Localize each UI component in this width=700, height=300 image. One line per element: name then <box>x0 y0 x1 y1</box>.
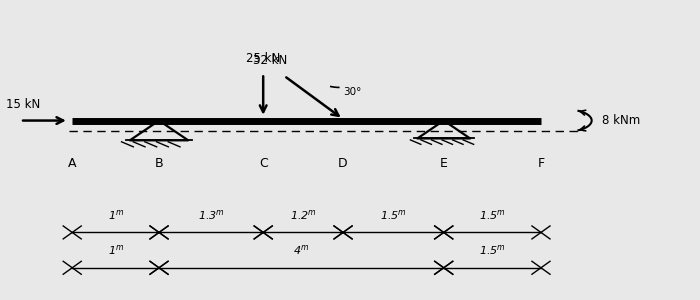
Text: A: A <box>68 158 76 170</box>
Text: 1.5$^m$: 1.5$^m$ <box>380 208 407 222</box>
Text: 1$^m$: 1$^m$ <box>108 208 124 222</box>
Text: 1$^m$: 1$^m$ <box>108 244 124 257</box>
Text: 1.5$^m$: 1.5$^m$ <box>479 244 506 257</box>
Text: 32 kN: 32 kN <box>253 54 287 67</box>
Text: 30°: 30° <box>343 87 361 97</box>
Text: 1.3$^m$: 1.3$^m$ <box>197 208 225 222</box>
Text: 25 kN: 25 kN <box>246 52 280 64</box>
Text: 1.5$^m$: 1.5$^m$ <box>479 208 506 222</box>
Text: 1.2$^m$: 1.2$^m$ <box>290 208 316 222</box>
Text: C: C <box>259 158 267 170</box>
Text: E: E <box>440 158 448 170</box>
Text: 8 kNm: 8 kNm <box>602 114 640 127</box>
Text: B: B <box>155 158 163 170</box>
Text: D: D <box>338 158 348 170</box>
Text: 15 kN: 15 kN <box>6 98 41 111</box>
Text: F: F <box>538 158 545 170</box>
Text: 4$^m$: 4$^m$ <box>293 244 309 257</box>
